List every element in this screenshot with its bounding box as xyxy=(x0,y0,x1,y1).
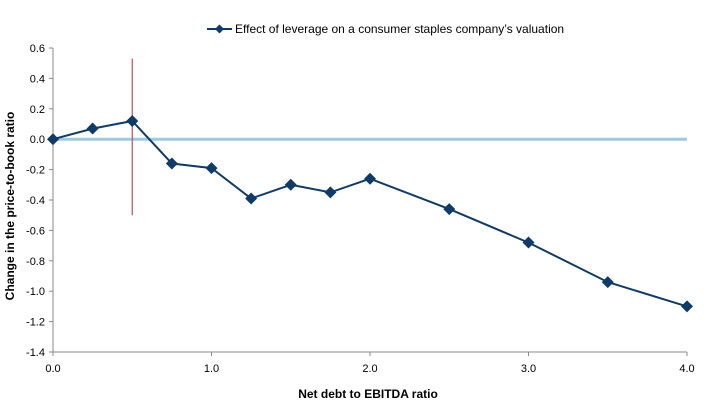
y-axis-title: Change in the price-to-book ratio xyxy=(3,112,17,301)
data-point-marker xyxy=(47,133,59,146)
data-point-marker xyxy=(324,186,337,199)
data-point-marker xyxy=(284,178,297,191)
data-point-marker xyxy=(126,114,139,127)
y-tick-label: 0.0 xyxy=(30,134,45,146)
y-tick-label: -0.8 xyxy=(26,256,45,268)
legend-label: Effect of leverage on a consumer staples… xyxy=(235,22,564,36)
y-tick-label: -0.2 xyxy=(26,165,45,177)
y-tick-label: 0.2 xyxy=(30,104,45,116)
data-point-marker xyxy=(443,203,456,216)
x-axis-title: Net debt to EBITDA ratio xyxy=(298,387,438,401)
series-line xyxy=(52,119,688,308)
y-tick-label: -1.4 xyxy=(26,347,45,359)
legend: Effect of leverage on a consumer staples… xyxy=(207,22,564,36)
x-tick-label: 2.0 xyxy=(362,363,377,375)
y-tick-label: -1.0 xyxy=(26,286,45,298)
data-point-marker xyxy=(364,172,376,185)
y-tick-label: -0.6 xyxy=(26,225,45,237)
data-point-marker xyxy=(522,236,535,249)
y-tick-label: -1.2 xyxy=(26,317,45,329)
data-point-marker xyxy=(601,276,614,289)
x-tick-label: 1.0 xyxy=(204,363,219,375)
data-point-marker xyxy=(681,300,693,313)
x-tick-label: 3.0 xyxy=(521,363,536,375)
data-point-marker xyxy=(205,162,218,175)
data-point-marker xyxy=(86,122,99,135)
y-tick-label: 0.4 xyxy=(30,73,45,85)
y-tick-label: -0.4 xyxy=(26,195,45,207)
x-tick-label: 4.0 xyxy=(679,363,694,375)
legend-marker-swatch xyxy=(215,24,224,34)
data-point-marker xyxy=(245,192,258,205)
x-tick-label: 0.0 xyxy=(45,363,60,375)
plot-area: 0.6 0.4 0.2 0.0 -0.2 -0.4 -0.6 -0.8 -1.0 -1.2 -1.4… xyxy=(26,43,695,375)
data-point-marker xyxy=(165,157,178,170)
y-tick-label: 0.6 xyxy=(30,43,45,55)
